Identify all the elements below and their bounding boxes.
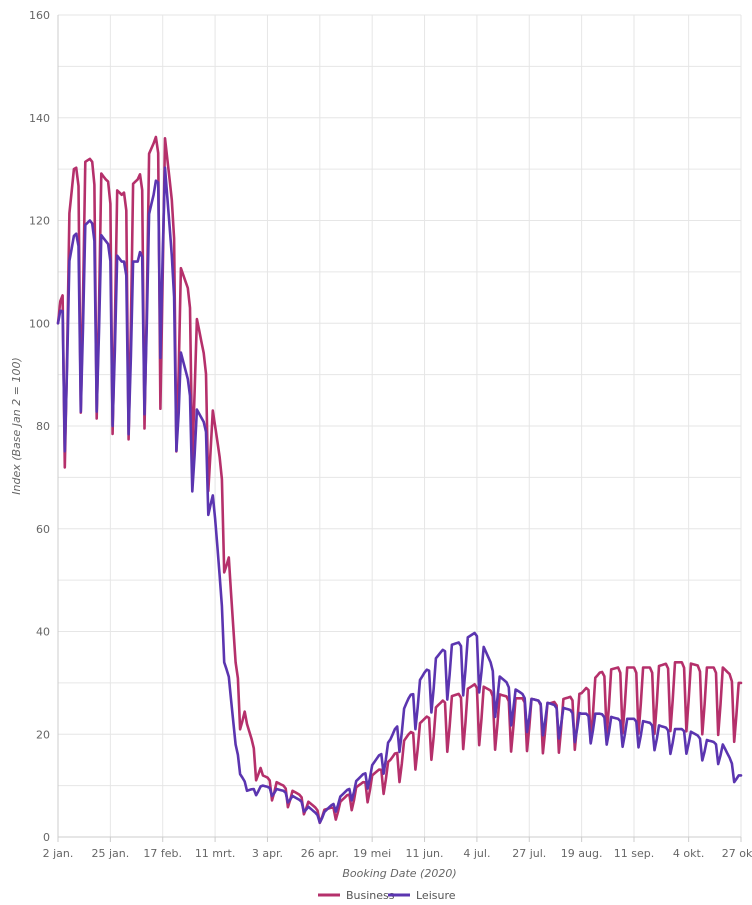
y-tick-label: 160 [29, 9, 50, 22]
x-tick-label: 11 mrt. [195, 847, 236, 860]
x-tick-label: 25 jan. [91, 847, 129, 860]
legend-label-leisure: Leisure [416, 889, 456, 902]
legend-label-business: Business [346, 889, 395, 902]
series-lines [56, 135, 743, 825]
y-tick-label: 120 [29, 215, 50, 228]
legend-item-leisure[interactable]: Leisure [388, 889, 456, 902]
y-tick-label: 100 [29, 317, 50, 330]
x-tick-label: 27 okt. [722, 847, 752, 860]
x-tick-label: 11 sep. [614, 847, 654, 860]
x-tick-label: 26 apr. [301, 847, 339, 860]
tick-labels: 0 20 40 60 80 100 120 140 160 2 jan. 25 jan. 17 feb… [29, 9, 752, 860]
x-tick-label: 11 jun. [406, 847, 444, 860]
y-axis-title: Index (Base Jan 2 = 100) [10, 357, 23, 495]
x-tick-label: 19 aug. [561, 847, 603, 860]
x-tick-label: 4 jul. [463, 847, 490, 860]
y-tick-label: 140 [29, 112, 50, 125]
legend-item-business[interactable]: Business [318, 889, 395, 902]
y-tick-label: 60 [36, 523, 50, 536]
legend: Business Leisure [318, 889, 456, 902]
y-tick-label: 40 [36, 626, 50, 639]
series-line-business [56, 135, 743, 825]
x-tick-label: 3 apr. [252, 847, 283, 860]
y-tick-label: 20 [36, 728, 50, 741]
x-tick-label: 2 jan. [43, 847, 74, 860]
axes [57, 15, 742, 842]
y-tick-label: 0 [43, 831, 50, 844]
x-tick-label: 19 mei [353, 847, 391, 860]
x-tick-label: 27 jul. [512, 847, 546, 860]
y-tick-label: 80 [36, 420, 50, 433]
x-tick-label: 4 okt. [673, 847, 704, 860]
x-axis-title: Booking Date (2020) [342, 867, 456, 880]
series-line-leisure [56, 166, 743, 824]
x-tick-label: 17 feb. [143, 847, 182, 860]
